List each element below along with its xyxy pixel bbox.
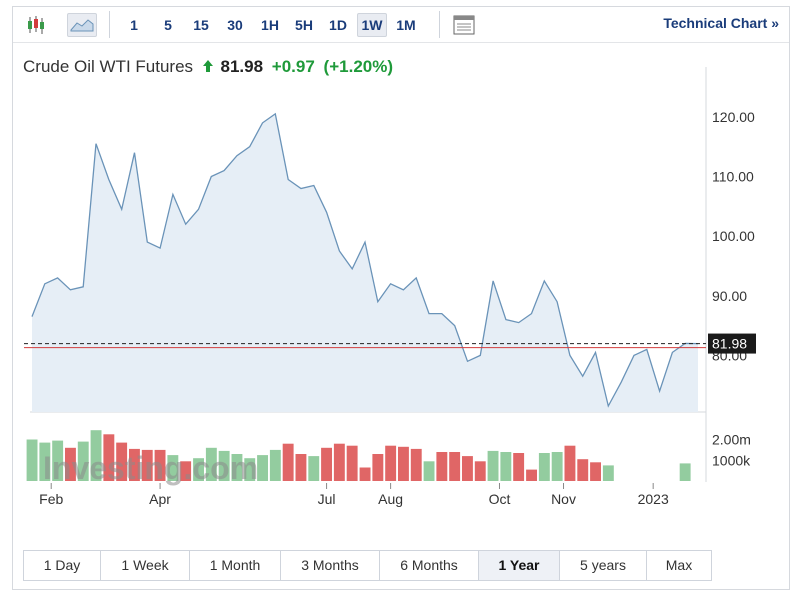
volume-bar (282, 443, 294, 481)
interval-button-1m[interactable]: 1M (396, 17, 416, 33)
area-chart-icon[interactable] (67, 13, 97, 37)
last-price-label-bg (708, 333, 756, 354)
y-tick-label: 120.00 (712, 109, 755, 125)
range-button-1-year[interactable]: 1 Year (479, 551, 560, 580)
toolbar-separator (109, 11, 110, 38)
investing-watermark: Investing.com (43, 450, 258, 486)
volume-bar (116, 442, 128, 481)
volume-bar (526, 469, 537, 481)
volume-bar (39, 442, 51, 481)
volume-bar (346, 445, 358, 481)
volume-bar (333, 443, 345, 481)
volume-bar (103, 434, 115, 481)
volume-bar (385, 445, 397, 481)
volume-bar (564, 445, 576, 481)
table-view-icon[interactable] (452, 14, 476, 36)
volume-bar (513, 453, 525, 481)
volume-bar (500, 452, 512, 481)
range-button-1-week[interactable]: 1 Week (101, 551, 190, 580)
volume-bar (26, 439, 38, 481)
interval-button-1h[interactable]: 1H (261, 17, 279, 33)
interval-button-1w[interactable]: 1W (357, 13, 387, 37)
quote-header: Crude Oil WTI Futures 81.98 +0.97 (+1.20… (23, 57, 393, 78)
toolbar-separator (439, 11, 440, 38)
price-change-percent: (+1.20%) (323, 57, 393, 76)
x-tick-label: Apr (149, 491, 171, 507)
x-tick-label: 2023 (638, 491, 669, 507)
range-button-1-month[interactable]: 1 Month (190, 551, 281, 580)
range-button-5-years[interactable]: 5 years (560, 551, 647, 580)
volume-bar (141, 449, 153, 481)
x-tick-label: Nov (551, 491, 576, 507)
instrument-name: Crude Oil WTI Futures (23, 57, 194, 76)
up-arrow-icon (202, 58, 214, 78)
volume-bar (129, 448, 140, 481)
volume-bar (167, 455, 179, 481)
volume-bar (474, 461, 486, 481)
y-tick-label: 100.00 (712, 228, 755, 244)
volume-bar (269, 449, 281, 481)
interval-button-5h[interactable]: 5H (295, 17, 313, 33)
volume-bar (372, 454, 384, 481)
x-tick-label: Jul (318, 491, 336, 507)
x-tick-label: Feb (39, 491, 63, 507)
volume-bar (65, 447, 76, 481)
last-price-label: 81.98 (712, 336, 747, 352)
x-tick-label: Aug (378, 491, 403, 507)
volume-bar (359, 467, 371, 481)
range-button-max[interactable]: Max (665, 557, 693, 573)
volume-bar (205, 447, 217, 481)
volume-bar (90, 430, 102, 481)
interval-button-5[interactable]: 5 (164, 17, 172, 33)
volume-bar (590, 462, 601, 481)
volume-bar (679, 463, 691, 481)
price-chart: 120.00110.00100.0090.0080.0081.982.00m10… (24, 67, 756, 507)
volume-tick-label: 1000k (712, 452, 751, 468)
range-button-6-months[interactable]: 6 Months (380, 551, 479, 580)
volume-bar (538, 453, 550, 481)
volume-bar (218, 450, 230, 481)
volume-bar (551, 452, 563, 481)
range-button-1-day[interactable]: 1 Day (24, 551, 101, 580)
volume-bar (295, 454, 307, 481)
technical-chart-link[interactable]: Technical Chart » (663, 15, 779, 31)
time-range-selector: 1 Day 1 Week 1 Month 3 Months 6 Months 1 Year… (23, 550, 712, 581)
volume-bar (180, 461, 192, 481)
volume-bar (577, 459, 589, 481)
price-change: +0.97 (271, 57, 315, 76)
volume-bar (487, 450, 499, 481)
volume-bar (423, 461, 435, 481)
chart-toolbar: 1 5 15 30 1H 5H 1D 1W 1M Technical Chart » (13, 7, 789, 43)
volume-bar (193, 458, 204, 481)
volume-bar (52, 440, 64, 481)
price-line (31, 112, 699, 408)
volume-bar (436, 452, 448, 481)
interval-button-30[interactable]: 30 (227, 17, 243, 33)
interval-button-1d[interactable]: 1D (329, 17, 347, 33)
y-tick-label: 90.00 (712, 288, 747, 304)
volume-bar (231, 454, 243, 481)
volume-bar (308, 456, 320, 481)
volume-bar (77, 441, 89, 481)
volume-bar (321, 447, 332, 481)
x-tick-label: Oct (489, 491, 511, 507)
range-button-3-months[interactable]: 3 Months (281, 551, 380, 580)
volume-bar (602, 465, 614, 481)
volume-bar (398, 446, 409, 481)
interval-button-15[interactable]: 15 (193, 17, 209, 33)
interval-button-1[interactable]: 1 (130, 17, 138, 33)
volume-bar (410, 448, 422, 481)
volume-bar (154, 449, 166, 481)
volume-bar (462, 456, 473, 481)
volume-bar (449, 452, 461, 481)
candlestick-icon[interactable] (25, 14, 47, 36)
price-area (32, 113, 698, 413)
last-price: 81.98 (220, 57, 264, 76)
volume-bar (244, 458, 256, 481)
volume-tick-label: 2.00m (712, 432, 751, 448)
volume-bar (257, 455, 268, 481)
chart-widget: 1 5 15 30 1H 5H 1D 1W 1M Technical Chart » Crude… (12, 6, 790, 590)
y-tick-label: 110.00 (712, 169, 754, 185)
